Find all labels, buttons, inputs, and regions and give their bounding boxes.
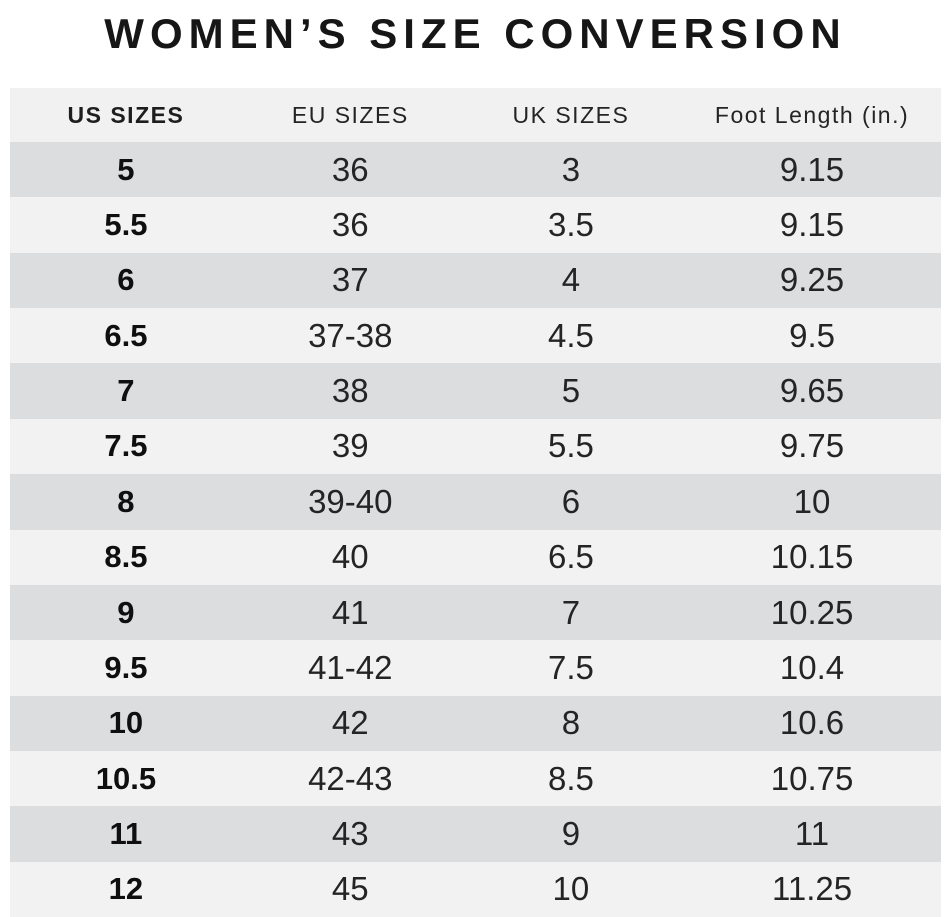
cell-us-size: 5 [117, 151, 135, 187]
cell-us-size: 10 [108, 705, 144, 741]
cell-foot-length: 9.15 [779, 150, 845, 188]
cell-eu-size: 37 [331, 261, 369, 299]
table-row: 6.5 37-38 4.5 9.5 [10, 308, 941, 364]
cell-eu-size: 40 [331, 538, 369, 576]
cell-uk-size: 4 [561, 261, 581, 299]
cell-eu-size: 41-42 [308, 648, 393, 686]
cell-eu-size: 37-38 [308, 316, 393, 354]
cell-eu-size: 42 [331, 704, 369, 742]
column-header-eu-sizes: EU SIZES [291, 101, 409, 128]
cell-uk-size: 5.5 [547, 427, 594, 465]
cell-us-size: 7 [117, 373, 135, 409]
cell-uk-size: 7.5 [547, 648, 594, 686]
cell-us-size: 12 [108, 871, 144, 907]
cell-foot-length: 10.25 [770, 593, 854, 631]
cell-foot-length: 10.15 [770, 538, 854, 576]
table-row: 8 39-40 6 10 [10, 474, 941, 530]
cell-us-size: 6.5 [104, 317, 148, 353]
table-row: 8.5 40 6.5 10.15 [10, 529, 941, 585]
cell-uk-size: 3.5 [547, 206, 594, 244]
cell-uk-size: 6.5 [547, 538, 594, 576]
column-header-uk-sizes: UK SIZES [512, 101, 630, 128]
column-header-foot-length: Foot Length (in.) [714, 101, 910, 128]
cell-foot-length: 10.6 [779, 704, 845, 742]
column-header-us-sizes: US SIZES [67, 101, 185, 128]
cell-foot-length: 9.15 [779, 206, 845, 244]
table-row: 5.5 36 3.5 9.15 [10, 197, 941, 253]
table-row: 9.5 41-42 7.5 10.4 [10, 640, 941, 696]
table-row: 10 42 8 10.6 [10, 695, 941, 751]
table-row: 5 36 3 9.15 [10, 142, 941, 198]
cell-uk-size: 10 [552, 870, 590, 908]
cell-foot-length: 11 [794, 814, 830, 852]
cell-us-size: 8 [117, 483, 135, 519]
cell-uk-size: 3 [561, 150, 581, 188]
table-row: 7.5 39 5.5 9.75 [10, 418, 941, 475]
cell-uk-size: 8.5 [547, 759, 594, 797]
cell-foot-length: 10.4 [779, 648, 845, 686]
cell-eu-size: 41 [331, 593, 369, 631]
cell-uk-size: 9 [561, 814, 581, 852]
table-row: 9 41 7 10.25 [10, 584, 941, 641]
cell-eu-size: 43 [331, 814, 369, 852]
cell-eu-size: 38 [331, 372, 369, 410]
cell-foot-length: 11.25 [771, 870, 853, 908]
cell-foot-length: 10 [793, 482, 831, 520]
cell-us-size: 7.5 [104, 428, 148, 464]
table-row: 12 45 10 11.25 [10, 861, 941, 917]
cell-eu-size: 42-43 [308, 759, 393, 797]
table-row: 7 38 5 9.65 [10, 363, 941, 419]
size-conversion-table: US SIZES EU SIZES UK SIZES Foot Length (… [10, 88, 941, 917]
table-row: 10.5 42-43 8.5 10.75 [10, 750, 941, 807]
cell-uk-size: 8 [561, 704, 581, 742]
page-title: WOMEN’S SIZE CONVERSION [104, 10, 847, 57]
table-row: 6 37 4 9.25 [10, 252, 941, 309]
table-row: 11 43 9 11 [10, 806, 941, 862]
cell-uk-size: 7 [561, 593, 581, 631]
cell-foot-length: 9.65 [779, 372, 845, 410]
cell-foot-length: 10.75 [770, 759, 854, 797]
cell-us-size: 9.5 [104, 649, 148, 685]
cell-uk-size: 5 [561, 372, 581, 410]
cell-us-size: 11 [109, 815, 143, 851]
cell-us-size: 5.5 [104, 207, 148, 243]
cell-foot-length: 9.5 [789, 316, 835, 354]
cell-eu-size: 39-40 [308, 482, 393, 520]
cell-uk-size: 4.5 [547, 316, 594, 354]
cell-eu-size: 36 [331, 206, 369, 244]
cell-eu-size: 36 [331, 150, 369, 188]
cell-foot-length: 9.75 [779, 427, 845, 465]
cell-us-size: 8.5 [104, 539, 148, 575]
table-header-row: US SIZES EU SIZES UK SIZES Foot Length (… [10, 88, 941, 142]
cell-eu-size: 45 [331, 870, 369, 908]
cell-uk-size: 6 [561, 482, 581, 520]
cell-eu-size: 39 [331, 427, 369, 465]
cell-us-size: 6 [117, 262, 135, 298]
cell-us-size: 10.5 [95, 760, 157, 796]
cell-foot-length: 9.25 [779, 261, 845, 299]
cell-us-size: 9 [117, 594, 135, 630]
